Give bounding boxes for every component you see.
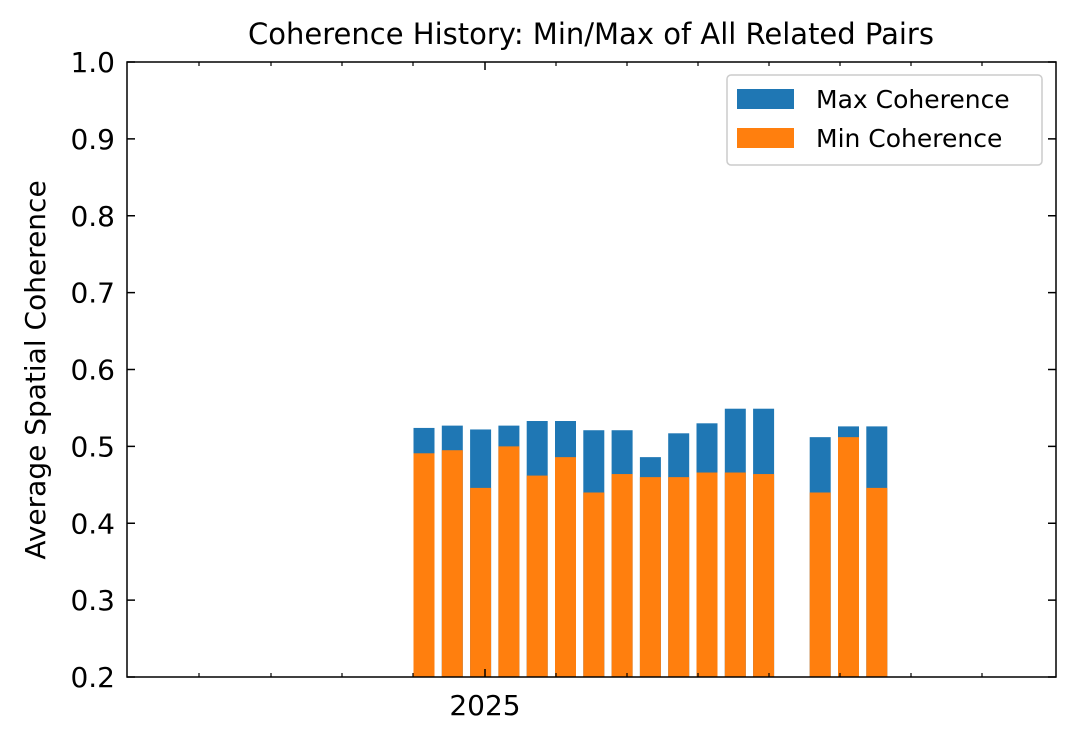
min-coherence-bar [866,487,888,677]
legend-max-swatch [737,89,794,109]
x-tick-label: 2025 [449,689,520,722]
chart-title: Coherence History: Min/Max of All Relate… [248,17,934,51]
y-tick-label: 0.8 [70,200,115,233]
y-tick-label: 0.9 [70,123,115,156]
y-axis-label: Average Spatial Coherence [19,180,52,559]
min-coherence-bar [809,492,831,677]
x-ticks: 2025 [198,62,983,722]
min-coherence-bar [639,477,661,677]
min-coherence-bar [470,487,492,677]
min-coherence-bar [441,450,463,677]
min-coherence-bar [526,475,548,677]
y-tick-label: 0.4 [70,507,115,540]
min-coherence-bar [668,477,690,677]
legend-min-label: Min Coherence [816,124,1002,153]
min-coherence-bar [611,474,633,677]
min-coherence-bar [498,446,520,677]
y-tick-label: 0.2 [70,661,115,694]
min-coherence-bar [838,437,859,677]
min-coherence-bar [696,472,718,677]
bars-group [413,408,888,677]
legend-max-label: Max Coherence [816,85,1010,114]
y-ticks: 0.2 0.3 0.4 0.5 0.6 0.7 0.8 0.9 1.0 [70,46,1056,694]
y-tick-label: 1.0 [70,46,115,79]
legend-frame [726,74,1043,166]
y-tick-label: 0.6 [70,354,115,387]
min-coherence-bar [724,472,746,677]
legend-min-swatch [737,128,794,148]
y-tick-label: 0.3 [70,584,115,617]
legend: Max Coherence Min Coherence [726,74,1043,166]
min-coherence-bar [753,474,775,677]
y-tick-label: 0.5 [70,430,115,463]
y-tick-label: 0.7 [70,277,115,310]
min-coherence-bar [583,492,605,677]
min-coherence-bar [555,457,576,677]
min-coherence-bar [413,453,435,677]
